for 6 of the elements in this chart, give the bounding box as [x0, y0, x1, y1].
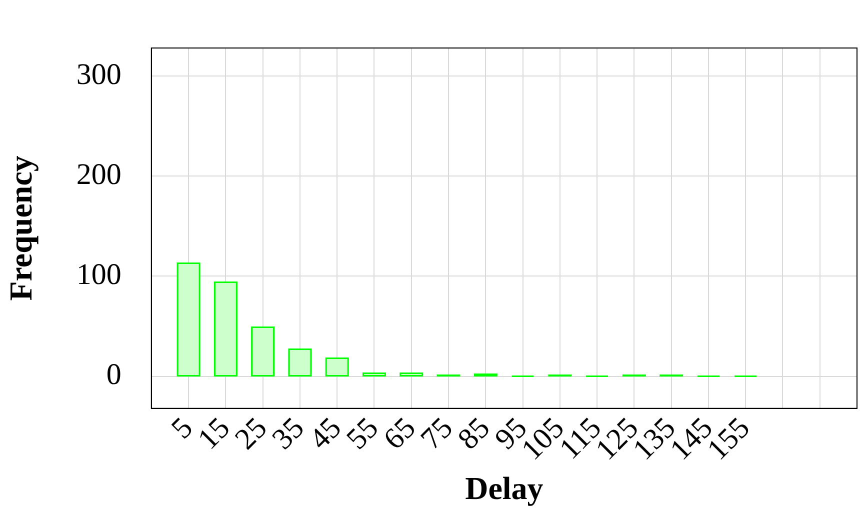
y-axis-title: Frequency [2, 156, 38, 301]
x-axis-title: Delay [465, 470, 544, 506]
y-tick-label: 200 [76, 158, 122, 191]
y-tick-label: 300 [76, 58, 122, 91]
y-tick-label: 100 [76, 258, 122, 292]
y-tick-label: 0 [106, 358, 122, 392]
